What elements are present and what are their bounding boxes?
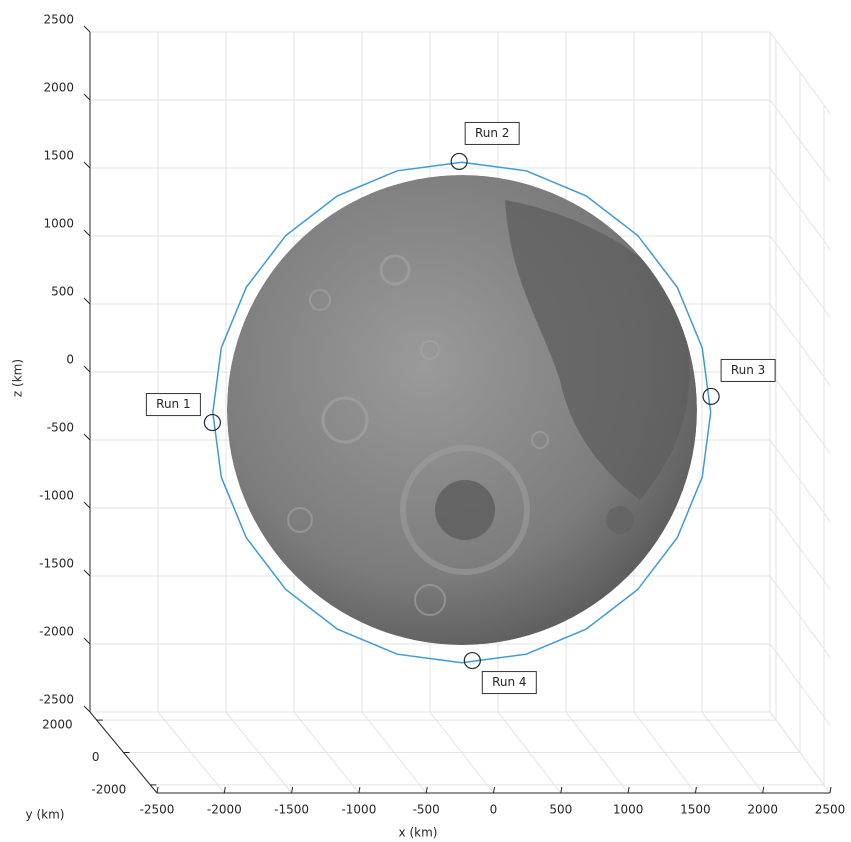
x-tick-label: 2000 [747,803,778,817]
run-marker [703,388,719,404]
moon-image [227,175,697,645]
z-tick [84,26,90,32]
y-tick-label: 2000 [42,718,73,732]
z-tick-label: -1000 [39,489,74,503]
annotation-label: Run 4 [492,675,526,689]
z-tick-label: 1500 [43,149,74,163]
x-tick [292,787,293,793]
x-tick-label: -500 [413,803,440,817]
x-tick-label: -1500 [274,803,309,817]
z-tick [84,230,90,236]
annotation-label: Run 1 [156,397,190,411]
x-tick-label: -1000 [341,803,376,817]
y-tick-label: -2000 [91,782,126,796]
z-tick [84,434,90,440]
x-tick-label: 1000 [613,803,644,817]
z-tick-label: 1000 [43,217,74,231]
z-tick-label: 2500 [43,13,74,27]
z-tick-label: -500 [47,421,74,435]
x-axis-label: x (km) [399,826,438,840]
annotation-label: Run 2 [475,126,509,140]
x-tick [763,787,764,793]
x-tick [359,787,360,793]
annotation-label: Run 3 [731,363,765,377]
z-tick [84,298,90,304]
z-tick [84,706,90,712]
z-tick [84,94,90,100]
x-tick-label: 0 [490,803,498,817]
z-tick [84,162,90,168]
z-tick [84,366,90,372]
x-tick-label: -2500 [140,803,175,817]
z-tick-label: 500 [51,285,74,299]
x-tick-label: 2500 [815,803,846,817]
z-tick-label: 0 [66,353,74,367]
run-marker [204,415,220,431]
z-tick-label: -2000 [39,625,74,639]
z-tick-label: -2500 [39,693,74,707]
x-tick [830,787,831,793]
x-tick-label: -2000 [207,803,242,817]
z-tick-label: 2000 [43,81,74,95]
x-tick-label: 500 [549,803,572,817]
x-tick [695,787,696,793]
run-marker [451,153,467,169]
z-axis-label: z (km) [11,359,25,397]
x-tick [561,787,562,793]
x-tick [224,787,225,793]
z-tick [84,570,90,576]
y-tick-label: 0 [92,750,100,764]
y-axis-label: y (km) [26,808,65,822]
z-tick [84,502,90,508]
x-tick [494,787,495,793]
x-tick [157,787,158,793]
z-tick [84,638,90,644]
x-tick [426,787,427,793]
x-tick [628,787,629,793]
x-tick-label: 1500 [680,803,711,817]
chart: Run 1 Run 2 Run 3 Run 4 x (km) y (km) z (km… [0,0,851,842]
z-tick-label: -1500 [39,557,74,571]
